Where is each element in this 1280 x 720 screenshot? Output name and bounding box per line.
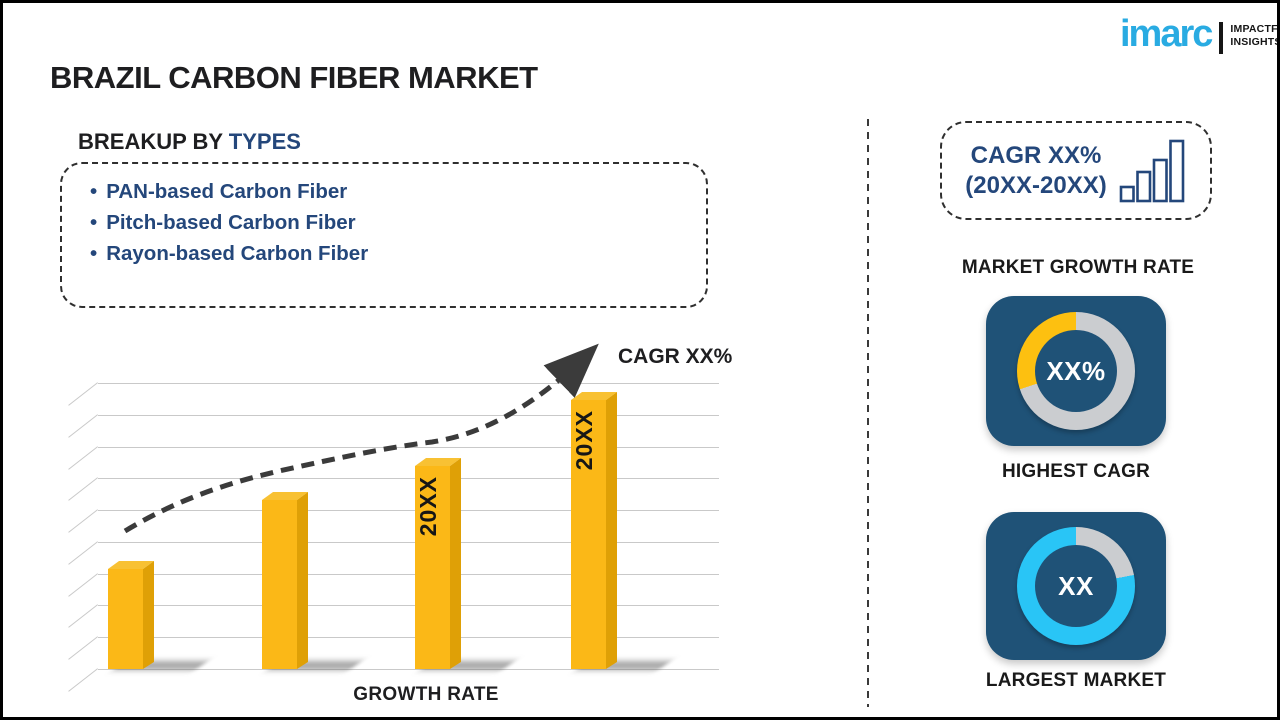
cagr-box-line2: (20XX-20XX) [965,171,1107,199]
gridline [98,478,719,480]
list-item: • Pitch-based Carbon Fiber [90,207,706,238]
bar-top [415,458,461,466]
logo-divider-bar [1219,22,1224,54]
gridline [98,510,719,512]
logo-tagline: IMPACTFUL INSIGHTS [1230,23,1280,48]
logo-tagline-line1: IMPACTFUL [1230,23,1278,35]
list-item: • PAN-based Carbon Fiber [90,176,706,207]
bar-front [108,569,143,669]
bar-front: 20XX [571,400,606,669]
donut-hole: XX% [1035,330,1117,412]
breakup-heading: BREAKUP BY TYPES [78,129,301,155]
bullet-icon: • [90,211,98,234]
growth-chart: 20XX 20XX [63,337,723,675]
bar-side [450,458,461,669]
bar-front [262,500,297,669]
highest-cagr-tile: XX% [986,296,1166,446]
largest-market-donut: XX [1017,527,1135,645]
market-growth-rate-label: MARKET GROWTH RATE [961,257,1195,278]
type-item-label: PAN-based Carbon Fiber [106,180,348,203]
donut-value: XX [1058,570,1094,601]
bullet-icon: • [90,242,98,265]
gridline [98,637,719,639]
cagr-box: CAGR XX% (20XX-20XX) [940,121,1212,220]
list-item: • Rayon-based Carbon Fiber [90,238,706,269]
type-item-label: Pitch-based Carbon Fiber [106,211,356,234]
bar-front: 20XX [415,466,450,669]
donut-value: XX% [1046,355,1106,386]
largest-market-tile: XX [986,512,1166,660]
largest-market-label: LARGEST MARKET [985,670,1167,691]
gridline [98,383,719,384]
cagr-annotation: CAGR XX% [618,345,733,368]
gridline [98,573,719,575]
cagr-box-line1: CAGR XX% [970,141,1102,169]
bar-side [606,392,617,669]
trend-arrow [123,343,599,534]
donut-hole: XX [1035,545,1117,627]
highest-cagr-label: HIGHEST CAGR [1001,461,1151,482]
type-item-label: Rayon-based Carbon Fiber [106,242,369,265]
gridline [98,541,719,543]
bar-top [108,561,154,569]
imarc-logo-wordmark: imarc [1120,13,1213,55]
cagr-box-text: CAGR XX% (20XX-20XX) [965,141,1106,201]
bar-top [262,492,308,500]
gridline [98,669,719,670]
bullet-icon: • [90,180,98,203]
breakup-heading-prefix: BREAKUP BY [78,129,229,154]
x-axis-label: GROWTH RATE [353,684,499,705]
page-title: BRAZIL CARBON FIBER MARKET [50,60,538,95]
gridline [98,414,719,416]
growth-bars-icon [1119,139,1185,202]
section-divider [867,119,869,707]
gridline [98,605,719,607]
logo-tagline-line2: INSIGHTS [1230,35,1280,48]
bar-side [297,492,308,669]
bar-side [143,561,154,669]
highest-cagr-donut: XX% [1017,312,1135,430]
types-list: • PAN-based Carbon Fiber • Pitch-based Car… [62,176,706,269]
imarc-logo: imarc IMPACTFUL INSIGHTS [1120,13,1280,55]
breakup-heading-highlight: TYPES [228,129,301,154]
types-box: • PAN-based Carbon Fiber • Pitch-based Car… [60,162,708,308]
